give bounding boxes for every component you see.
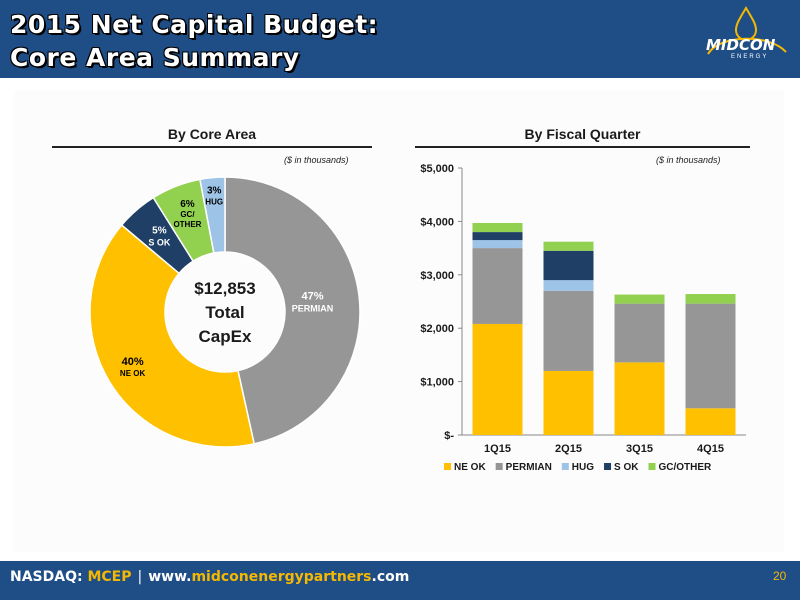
bar-segment-0-3	[472, 232, 523, 241]
bar-segment-1-1	[543, 290, 594, 371]
page-number: 20	[773, 569, 787, 583]
legend-swatch-1	[495, 463, 503, 470]
pie-units-note: ($ in thousands)	[284, 155, 349, 165]
url-suffix[interactable]: .com	[371, 569, 410, 585]
pie-name-label-2: S OK	[148, 238, 171, 248]
bar-segment-1-3	[543, 250, 594, 281]
legend-label-2: HUG	[572, 462, 594, 473]
bar-ytick-label-0: $-	[444, 430, 454, 442]
bar-ytick-label-3: $3,000	[420, 270, 454, 282]
pie-name-label-0: PERMIAN	[292, 303, 334, 313]
url-domain[interactable]: midconenergypartners	[191, 569, 372, 585]
pie-slice-0	[224, 176, 361, 445]
footer-ticker-url: NASDAQ: MCEP | www.midconenergypartners.co…	[10, 569, 409, 585]
bar-ytick-label-4: $4,000	[420, 216, 454, 228]
bar-ytick-label-5: $5,000	[420, 163, 454, 175]
bar-units-note: ($ in thousands)	[656, 155, 721, 165]
legend-label-3: S OK	[614, 462, 639, 473]
footer-bar	[0, 561, 800, 600]
bar-segment-3-4	[685, 294, 736, 304]
legend-label-1: PERMIAN	[506, 462, 552, 473]
pie-title-rule	[52, 146, 372, 148]
bar-segment-2-4	[614, 294, 665, 304]
legend-swatch-3	[604, 463, 612, 470]
bar-category-label-1: 2Q15	[555, 443, 582, 455]
pie-chart-title: By Core Area	[167, 126, 257, 142]
bar-segment-3-0	[685, 408, 736, 435]
legend-label-4: GC/OTHER	[658, 462, 712, 473]
slide-title-line2: Core Area Summary	[10, 43, 300, 72]
pie-slice-1	[89, 223, 256, 448]
logo-subtext: ENERGY	[731, 54, 769, 60]
bar-segment-0-0	[472, 323, 523, 435]
legend-swatch-0	[444, 463, 451, 470]
slide-title-line1: 2015 Net Capital Budget:	[10, 10, 379, 39]
ticker-symbol: MCEP	[87, 569, 132, 585]
header-bar	[0, 0, 800, 78]
bar-category-label-0: 1Q15	[484, 443, 511, 455]
bar-category-label-3: 4Q15	[697, 443, 724, 455]
pie-pct-label-0: 47%	[301, 290, 323, 302]
bar-segment-2-0	[614, 362, 665, 435]
pie-name-label-3: GC/OTHER	[173, 210, 201, 229]
bar-segment-0-1	[472, 248, 523, 324]
bar-title-rule	[415, 146, 750, 148]
pie-center-label-2: CapEx	[199, 327, 252, 346]
legend-swatch-2	[561, 463, 569, 470]
bar-segment-0-2	[472, 240, 523, 249]
legend-label-0: NE OK	[454, 462, 486, 473]
footer-separator: |	[137, 569, 143, 585]
pie-name-label-1: NE OK	[120, 369, 146, 378]
pie-center-label-0: $12,853	[194, 279, 255, 298]
pie-pct-label-2: 5%	[152, 226, 167, 237]
legend-swatch-4	[648, 463, 656, 470]
pie-name-label-4: HUG	[205, 198, 223, 207]
pie-pct-label-4: 3%	[207, 186, 222, 197]
midcon-logo-icon	[707, 6, 787, 55]
ticker-label: NASDAQ:	[10, 569, 83, 585]
bar-segment-0-4	[472, 223, 523, 233]
bar-category-label-2: 3Q15	[626, 443, 653, 455]
bar-chart-title: By Fiscal Quarter	[524, 126, 641, 142]
pie-center-label-1: Total	[205, 303, 244, 322]
logo-wordmark: MIDCON	[706, 36, 776, 54]
url-prefix[interactable]: www.	[148, 569, 192, 585]
bar-segment-2-1	[614, 303, 665, 363]
bar-segment-1-0	[543, 370, 594, 435]
bar-segment-1-4	[543, 241, 594, 251]
pie-pct-label-1: 40%	[122, 356, 144, 368]
bar-ytick-label-2: $2,000	[420, 323, 454, 335]
bar-segment-3-1	[685, 303, 736, 409]
pie-slice-4	[199, 176, 226, 254]
bar-segment-1-2	[543, 280, 594, 291]
bar-ytick-label-1: $1,000	[420, 377, 454, 389]
pie-pct-label-3: 6%	[180, 199, 195, 210]
